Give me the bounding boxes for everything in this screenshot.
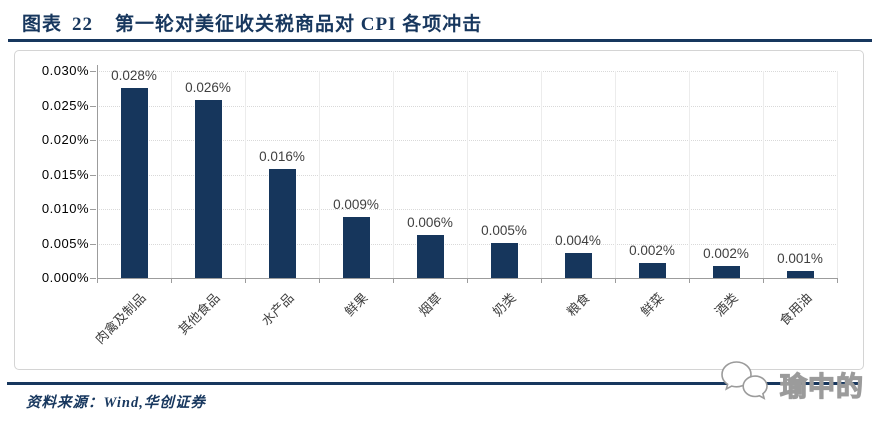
y-axis-label: 0.015%: [41, 166, 89, 182]
bar: [342, 217, 370, 278]
x-axis-category-label: 鲜菜: [637, 290, 667, 320]
bar-value-label: 0.001%: [777, 251, 823, 266]
footer-divider: [7, 382, 860, 385]
x-axis-tick: [97, 278, 98, 283]
source-note: 资料来源：Wind,华创证券: [26, 395, 206, 411]
bar-value-label: 0.006%: [407, 215, 453, 230]
gridline-vertical: [467, 71, 468, 278]
bar: [416, 235, 444, 278]
x-axis-category-label: 其他食品: [175, 290, 223, 338]
gridline-vertical: [837, 71, 838, 278]
figure-label: 图表: [22, 14, 63, 35]
y-axis-tick: [90, 105, 96, 107]
y-axis-tick: [90, 209, 96, 210]
chart-frame: 0.030% 0.025% 0.020% 0.015% 0.010% 0.005% 0.00…: [14, 50, 864, 370]
y-axis-tick: [90, 140, 96, 141]
x-axis-tick: [171, 278, 172, 283]
gridline-vertical: [541, 71, 542, 278]
x-axis-tick: [615, 278, 616, 283]
watermark-text: 瑜中的: [779, 371, 864, 402]
bar: [638, 263, 666, 278]
y-axis-tick: [90, 174, 96, 176]
x-axis-category-label: 烟草: [415, 290, 445, 320]
y-axis-label: 0.030%: [41, 63, 89, 78]
gridline-vertical: [171, 71, 172, 278]
bar-value-label: 0.026%: [185, 80, 231, 95]
bar-value-label: 0.002%: [629, 243, 675, 258]
bar-value-label: 0.028%: [111, 68, 157, 83]
x-axis-tick: [763, 278, 764, 283]
bar: [490, 243, 518, 278]
gridline-vertical: [319, 71, 320, 278]
x-axis-category-label: 鲜果: [341, 290, 371, 320]
y-axis-tick: [90, 278, 96, 279]
gridline-vertical: [763, 71, 764, 278]
y-axis-tick: [90, 243, 96, 245]
bar-value-label: 0.005%: [481, 223, 527, 238]
x-axis-tick: [393, 278, 394, 283]
x-axis-tick: [467, 278, 468, 283]
gridline-vertical: [245, 71, 246, 278]
x-axis-tick: [689, 278, 690, 283]
bar-value-label: 0.002%: [703, 246, 749, 261]
y-axis-label: 0.025%: [41, 97, 89, 113]
bar: [194, 100, 222, 278]
x-axis-category-label: 粮食: [563, 290, 593, 320]
x-axis-tick: [245, 278, 246, 283]
bar: [268, 169, 296, 278]
y-axis-label: 0.010%: [41, 201, 89, 216]
bar: [712, 266, 740, 278]
wechat-icon: [721, 361, 768, 400]
gridline-vertical: [689, 71, 690, 278]
bar-value-label: 0.004%: [555, 233, 601, 248]
y-axis-label: 0.000%: [41, 270, 89, 285]
x-axis-category-label: 肉禽及制品: [92, 290, 149, 347]
watermark: 瑜中的: [716, 356, 868, 408]
y-axis-label: 0.005%: [41, 235, 89, 251]
x-axis-category-label: 酒类: [711, 290, 741, 320]
x-axis-category-label: 食用油: [776, 290, 815, 329]
bar: [120, 88, 148, 278]
figure-title: 第一轮对美征收关税商品对 CPI 各项冲击: [115, 14, 483, 35]
bar-value-label: 0.016%: [259, 149, 305, 164]
figure-number: 22: [72, 14, 94, 35]
x-axis-tick: [319, 278, 320, 283]
gridline-vertical: [393, 71, 394, 278]
gridline-vertical: [615, 71, 616, 278]
x-axis-tick: [541, 278, 542, 283]
y-axis-label: 0.020%: [41, 132, 89, 147]
x-axis-category-label: 奶类: [489, 290, 519, 320]
bar: [564, 253, 592, 278]
x-axis-category-label: 水产品: [258, 290, 297, 329]
x-axis-tick: [837, 278, 838, 283]
y-axis-tick: [90, 71, 96, 72]
bar: [786, 271, 814, 278]
y-axis-line: [97, 65, 98, 279]
header-divider: [8, 39, 872, 42]
bar-value-label: 0.009%: [333, 197, 379, 212]
figure-header: 图表 22 第一轮对美征收关税商品对 CPI 各项冲击: [22, 9, 482, 36]
